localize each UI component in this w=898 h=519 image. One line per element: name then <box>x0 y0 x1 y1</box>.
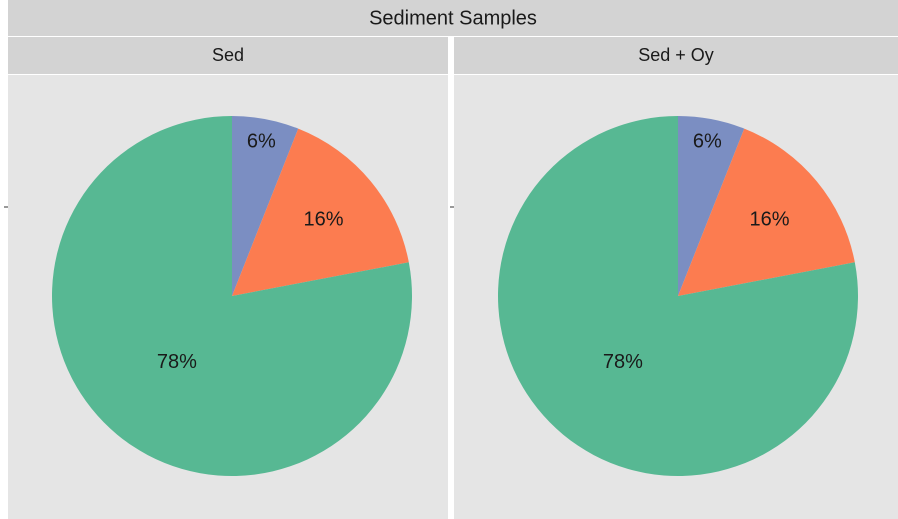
pie-slice <box>51 116 412 477</box>
pie-slice <box>497 116 858 477</box>
facet-strip <box>8 37 448 74</box>
facet-title: Sed <box>212 45 244 65</box>
pie-slice <box>232 116 299 296</box>
pie-slice <box>232 128 409 296</box>
slice-label: 6% <box>247 130 276 152</box>
slice-label: 16% <box>304 209 344 231</box>
pie-slice <box>678 128 855 296</box>
chart-title: Sediment Samples <box>369 7 537 29</box>
slice-label: 78% <box>603 351 643 373</box>
pie-slice <box>678 116 745 296</box>
facet-strip <box>454 37 898 74</box>
slice-label: 78% <box>157 351 197 373</box>
slice-label: 16% <box>750 209 790 231</box>
facet-title: Sed + Oy <box>638 45 714 65</box>
slice-label: 6% <box>693 130 722 152</box>
title-strip <box>8 0 898 36</box>
